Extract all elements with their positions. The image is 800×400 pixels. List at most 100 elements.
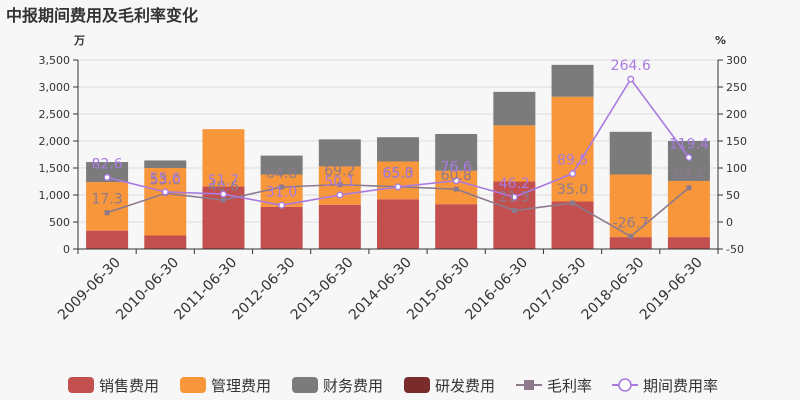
- right-tick-label: 300: [726, 54, 747, 67]
- series-point: [628, 233, 634, 239]
- left-tick-label: 500: [49, 216, 70, 229]
- left-tick-label: 0: [63, 243, 70, 256]
- legend-swatch: [292, 377, 318, 393]
- data-label: 82.6: [92, 156, 123, 172]
- series-point: [220, 197, 226, 203]
- right-tick-label: 0: [726, 216, 733, 229]
- data-label: 264.6: [611, 58, 651, 74]
- left-tick-label: 1,000: [39, 189, 71, 202]
- data-label: 64.8: [266, 166, 297, 182]
- legend-label: 毛利率: [547, 377, 592, 395]
- data-label: 69.2: [324, 164, 355, 180]
- data-labels: 17.3 53.0 40.6 64.8 69.2 65.3 60.8 21.3 35.0 -26.…: [92, 58, 710, 231]
- data-label: -26.7: [613, 215, 649, 231]
- bar-segment: [609, 237, 652, 249]
- series-point: [103, 173, 111, 181]
- lines: [103, 75, 693, 239]
- right-tick-label: 200: [726, 108, 747, 121]
- legend-swatch: [180, 377, 206, 393]
- bar-segment: [318, 204, 361, 249]
- bar-segment: [609, 131, 652, 175]
- data-label: 53.0: [150, 172, 181, 188]
- data-label: 65.3: [382, 166, 413, 182]
- bar-segment: [609, 174, 652, 238]
- legend-marker: [618, 378, 632, 392]
- legend-item[interactable]: 期间费用率: [612, 377, 718, 395]
- legend-item[interactable]: 管理费用: [180, 377, 271, 395]
- bar-segment: [86, 182, 129, 231]
- left-tick-label: 3,000: [39, 81, 71, 94]
- data-label: 63.4: [673, 167, 704, 183]
- legend-swatch: [68, 377, 94, 393]
- bar-segment: [144, 160, 187, 168]
- legend-item[interactable]: 毛利率: [516, 377, 592, 395]
- bar-segment: [260, 206, 303, 249]
- legend-label: 管理费用: [211, 377, 271, 395]
- legend-label: 销售费用: [99, 377, 159, 395]
- data-label: 51.7: [208, 173, 239, 189]
- data-label: 119.4: [669, 137, 709, 153]
- bar-segment: [144, 235, 187, 249]
- right-axis-unit: %: [715, 34, 726, 47]
- right-tick-label: 150: [726, 135, 747, 148]
- series-point: [394, 183, 402, 191]
- data-label: 60.8: [441, 168, 472, 184]
- series-point: [510, 193, 518, 201]
- left-tick-label: 2,500: [39, 108, 71, 121]
- data-label: 50.1: [324, 174, 355, 190]
- chart-title: 中报期间费用及毛利率变化: [6, 6, 198, 25]
- bar-segment: [144, 168, 187, 236]
- x-tick-label: 2019-06-30: [637, 255, 706, 324]
- series-point: [452, 177, 460, 185]
- legend-label: 期间费用率: [643, 377, 718, 395]
- series-point: [219, 190, 227, 198]
- series-point: [570, 200, 576, 206]
- series-point: [336, 191, 344, 199]
- legend-swatch: [404, 377, 430, 393]
- legend-label: 财务费用: [323, 377, 383, 395]
- data-label: 21.3: [499, 189, 530, 205]
- series-point: [278, 201, 286, 209]
- left-tick-label: 1,500: [39, 162, 71, 175]
- data-label: 17.3: [92, 192, 123, 208]
- legend-item[interactable]: 财务费用: [292, 377, 383, 395]
- bar-segment: [551, 96, 594, 202]
- data-label: 65.0: [382, 166, 413, 182]
- series-point: [104, 210, 110, 216]
- legend-marker: [524, 380, 534, 390]
- series-point: [685, 154, 693, 162]
- series-point: [453, 186, 459, 192]
- legend-item[interactable]: 研发费用: [404, 377, 495, 395]
- data-label: 31.0: [266, 184, 297, 200]
- series-point: [686, 185, 692, 191]
- bar-segment: [86, 230, 129, 249]
- data-label: 89.5: [557, 153, 588, 169]
- bar-segment: [667, 237, 710, 249]
- bar-segment: [318, 139, 361, 167]
- data-label: 76.6: [441, 160, 472, 176]
- bar-segment: [86, 162, 129, 183]
- data-label: 35.0: [557, 182, 588, 198]
- series-point: [279, 184, 285, 190]
- left-tick-label: 3,500: [39, 54, 71, 67]
- bar-segment: [667, 180, 710, 238]
- series-point: [337, 182, 343, 188]
- series-point: [627, 75, 635, 83]
- legend-item[interactable]: 销售费用: [68, 377, 159, 395]
- data-label: 46.2: [499, 176, 530, 192]
- data-label: 40.6: [208, 179, 239, 195]
- right-tick-label: 100: [726, 162, 747, 175]
- series-point: [569, 170, 577, 178]
- bar-segment: [435, 204, 478, 249]
- data-label: 55.6: [150, 171, 181, 187]
- series-point: [511, 207, 517, 213]
- bar-segment: [260, 155, 303, 175]
- series-point: [161, 188, 169, 196]
- bar-segment: [377, 199, 419, 249]
- right-tick-label: 250: [726, 81, 747, 94]
- bar-segment: [202, 129, 245, 187]
- legend[interactable]: 销售费用 管理费用 财务费用 研发费用 毛利率 期间费用率: [68, 377, 718, 395]
- left-tick-label: 2,000: [39, 135, 71, 148]
- right-tick-label: 50: [726, 189, 740, 202]
